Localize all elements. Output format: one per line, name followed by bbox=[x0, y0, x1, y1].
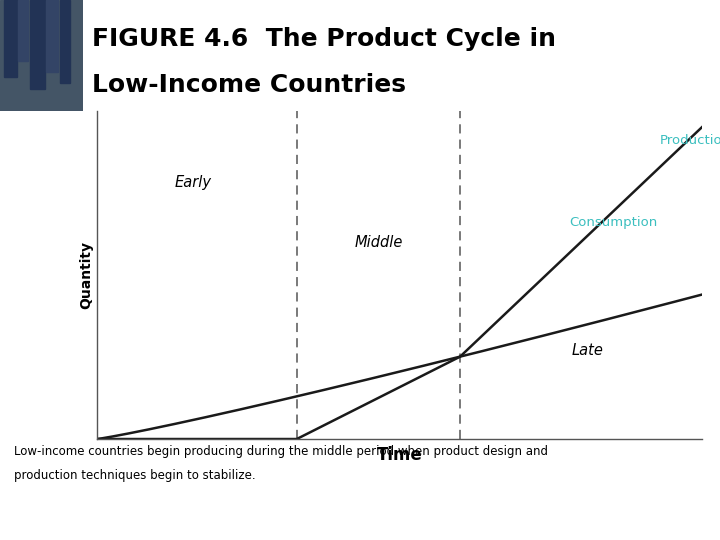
Bar bbox=[60, 0, 70, 83]
Text: production techniques begin to stabilize.: production techniques begin to stabilize… bbox=[14, 469, 256, 482]
Text: 4-34: 4-34 bbox=[685, 516, 711, 525]
Bar bbox=[18, 0, 28, 61]
X-axis label: Time: Time bbox=[377, 446, 423, 464]
Bar bbox=[4, 0, 17, 77]
Text: Late: Late bbox=[571, 343, 603, 358]
Bar bbox=[30, 0, 45, 89]
Bar bbox=[46, 0, 58, 72]
Text: Early: Early bbox=[174, 176, 212, 191]
Text: Low-Income Countries: Low-Income Countries bbox=[92, 73, 406, 97]
Text: FIGURE 4.6  The Product Cycle in: FIGURE 4.6 The Product Cycle in bbox=[92, 26, 556, 51]
Text: Consumption: Consumption bbox=[569, 216, 657, 229]
Text: Production: Production bbox=[660, 134, 720, 147]
Y-axis label: Quantity: Quantity bbox=[79, 241, 93, 309]
Text: Middle: Middle bbox=[354, 234, 402, 249]
Text: Copyright ©2014 Pearson Education, Inc. All rights reserved.: Copyright ©2014 Pearson Education, Inc. … bbox=[9, 516, 350, 525]
Text: Low-income countries begin producing during the middle period when product desig: Low-income countries begin producing dur… bbox=[14, 445, 549, 458]
